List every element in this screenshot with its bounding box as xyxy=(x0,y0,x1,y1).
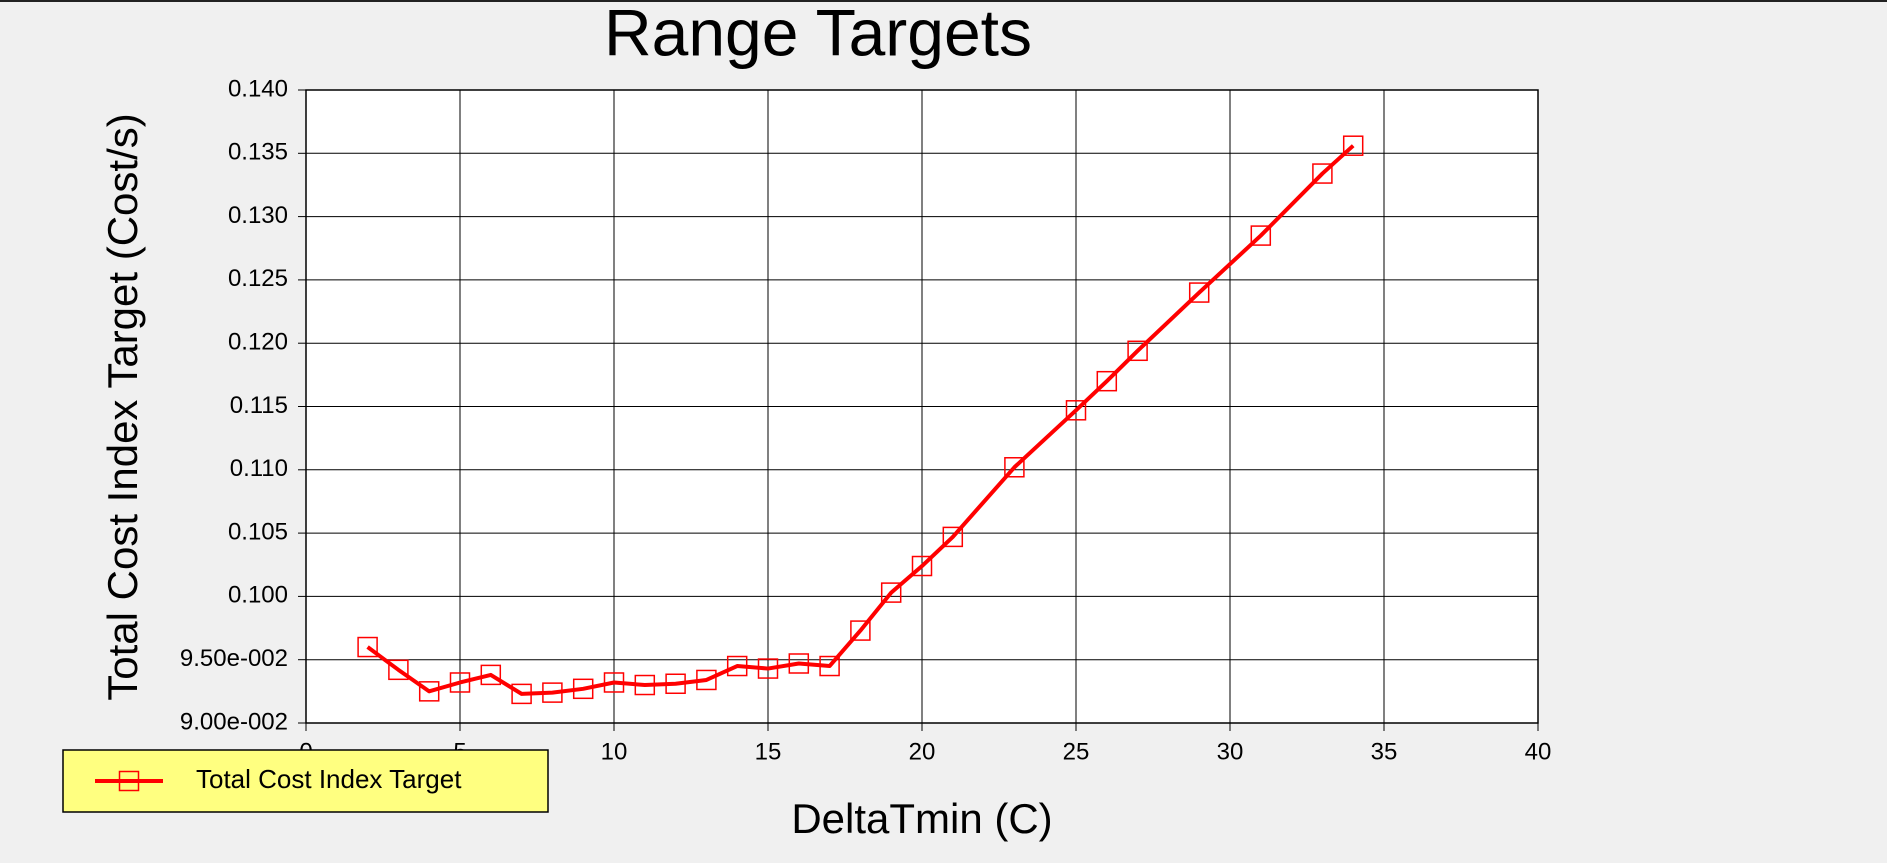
marker xyxy=(1188,282,1210,303)
marker xyxy=(726,655,748,677)
marker xyxy=(1096,370,1118,392)
x-tick-label: 25 xyxy=(1063,738,1090,765)
y-tick-label: 0.110 xyxy=(230,455,288,482)
marker xyxy=(1065,400,1087,421)
marker xyxy=(819,655,840,677)
marker xyxy=(388,659,409,681)
series-line xyxy=(366,144,1355,696)
x-tick-label: 15 xyxy=(755,738,782,765)
legend-marker xyxy=(118,770,140,792)
y-tick-label: 0.115 xyxy=(230,392,288,419)
legend-label: Total Cost Index Target xyxy=(196,764,462,794)
marker xyxy=(572,678,594,700)
plot-frame xyxy=(305,89,1539,724)
marker xyxy=(603,672,625,693)
marker xyxy=(357,636,378,658)
marker xyxy=(911,555,933,577)
y-axis-label: Total Cost Index Target (Cost/s) xyxy=(99,113,146,700)
marker xyxy=(1250,225,1272,246)
y-tick-label: 0.105 xyxy=(228,518,288,545)
x-tick-label: 35 xyxy=(1371,738,1398,765)
y-tick-label: 0.125 xyxy=(228,265,288,292)
marker xyxy=(665,673,686,695)
legend: Total Cost Index Target xyxy=(62,749,549,813)
x-tick-label: 40 xyxy=(1525,738,1552,765)
marker xyxy=(449,672,471,693)
y-tick-label: 0.100 xyxy=(228,582,288,609)
marker xyxy=(511,683,532,705)
marker xyxy=(942,526,964,548)
marker xyxy=(1342,135,1364,156)
y-tick-label: 0.120 xyxy=(228,329,288,356)
chart-title: Range Targets xyxy=(604,0,1032,69)
marker xyxy=(1127,340,1148,362)
marker xyxy=(850,620,871,641)
y-tick-label: 0.130 xyxy=(228,202,288,229)
x-tick-label: 10 xyxy=(601,738,628,765)
marker xyxy=(788,653,810,674)
marker xyxy=(634,674,656,696)
marker xyxy=(542,682,563,703)
x-tick-label: 30 xyxy=(1217,738,1244,765)
marker xyxy=(418,681,440,702)
y-tick-label: 0.140 xyxy=(228,75,288,102)
marker xyxy=(757,658,779,679)
marker xyxy=(696,669,717,691)
x-axis-label: DeltaTmin (C) xyxy=(791,795,1052,842)
y-tick-label: 9.50e-002 xyxy=(180,645,288,672)
marker xyxy=(1312,163,1333,184)
x-tick-label: 20 xyxy=(909,738,936,765)
marker xyxy=(880,582,902,603)
y-tick-label: 9.00e-002 xyxy=(180,708,288,735)
y-tick-label: 0.135 xyxy=(228,139,288,166)
marker xyxy=(1004,457,1025,478)
marker xyxy=(480,664,502,686)
